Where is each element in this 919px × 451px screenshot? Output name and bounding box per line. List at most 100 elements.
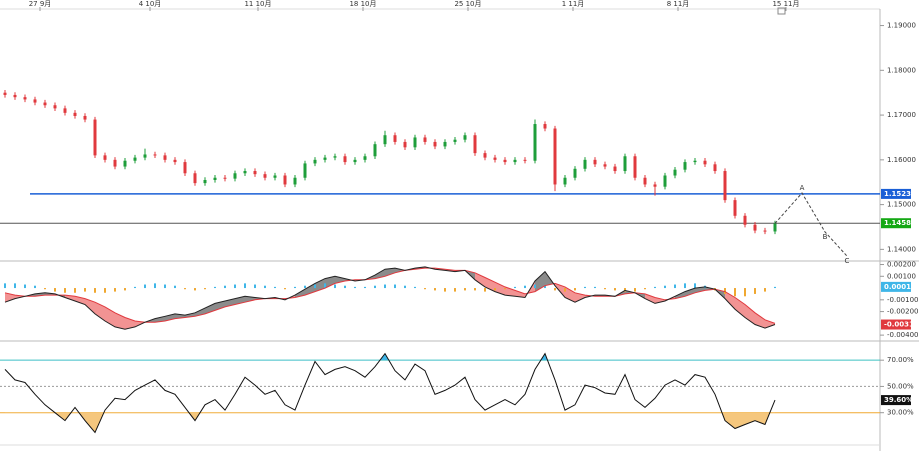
macd-fill <box>495 282 505 296</box>
histogram-bar <box>174 285 176 289</box>
histogram-bar <box>634 288 636 292</box>
rsi-tag: 39.60% <box>884 396 913 404</box>
histogram-bar <box>394 284 396 289</box>
histogram-bar <box>324 283 326 289</box>
candle-body <box>583 159 587 169</box>
candle-body <box>163 155 167 160</box>
candle-body <box>143 154 147 158</box>
x-tick-label: 25 10月 <box>454 0 481 8</box>
candle-body <box>103 155 107 160</box>
candle-body <box>443 141 447 147</box>
macd-fill <box>735 297 745 318</box>
candle-body <box>293 177 297 185</box>
macd-fill <box>515 290 525 298</box>
candle-body <box>763 230 767 232</box>
y-tick-label: 1.18000 <box>887 66 916 74</box>
candle-body <box>343 156 347 163</box>
histogram-bar <box>434 288 436 291</box>
y-tick-label: 70.00% <box>887 356 914 364</box>
candle-body <box>43 102 47 106</box>
candle-body <box>133 157 137 161</box>
candle-body <box>73 112 77 116</box>
histogram-bar <box>204 288 206 290</box>
histogram-bar <box>674 284 676 289</box>
y-tick-label: 50.00% <box>887 382 914 390</box>
macd-fill <box>5 292 15 303</box>
projection-label: A <box>800 184 805 192</box>
candle-body <box>83 115 87 120</box>
macd-fill <box>695 286 705 293</box>
histogram-bar <box>84 288 86 292</box>
candle-body <box>423 137 427 142</box>
histogram-bar <box>384 284 386 289</box>
candle-body <box>3 92 7 95</box>
level-tag: 1.14584 <box>884 219 916 227</box>
candle-body <box>363 156 367 160</box>
y-tick-label: 1.15000 <box>887 201 916 209</box>
histogram-bar <box>94 288 96 293</box>
macd-fill <box>395 268 405 273</box>
candle-body <box>153 154 157 156</box>
macd-fill <box>115 312 125 330</box>
x-tick-label: 4 10月 <box>139 0 162 8</box>
candle-body <box>403 141 407 148</box>
candle-body <box>413 137 417 148</box>
histogram-bar <box>764 288 766 292</box>
histogram-bar <box>524 285 526 289</box>
histogram-bar <box>374 285 376 289</box>
histogram-bar <box>234 284 236 289</box>
candle-body <box>173 159 177 163</box>
histogram-bar <box>414 286 416 289</box>
histogram-bar <box>274 286 276 289</box>
macd-fill <box>645 293 655 304</box>
candle-body <box>13 94 17 98</box>
candle-body <box>743 215 747 225</box>
candle-body <box>773 223 777 232</box>
candle-body <box>283 175 287 185</box>
candle-body <box>753 224 757 231</box>
candle-body <box>223 177 227 179</box>
histogram-tag: 0.0001 <box>884 283 911 291</box>
candle-body <box>543 124 547 129</box>
histogram-bar <box>354 286 356 289</box>
histogram-bar <box>614 288 616 291</box>
candle-body <box>203 179 207 184</box>
x-tick-label: 27 9月 <box>29 0 52 8</box>
histogram-bar <box>694 283 696 289</box>
candle-body <box>663 175 667 187</box>
histogram-bar <box>574 288 576 291</box>
histogram-bar <box>124 288 126 291</box>
macd-fill <box>315 278 325 292</box>
candle-body <box>213 177 217 180</box>
candle-body <box>513 159 517 163</box>
histogram-bar <box>344 285 346 289</box>
histogram-bar <box>214 286 216 289</box>
candle-body <box>273 175 277 178</box>
macd-fill <box>745 304 755 325</box>
candle-body <box>703 160 707 165</box>
histogram-bar <box>624 288 626 292</box>
macd-fill <box>245 296 255 303</box>
level-tag: 1.15239 <box>884 190 916 198</box>
y-tick-label: -0.00100 <box>887 296 918 304</box>
tool-icon[interactable] <box>777 7 786 15</box>
level-tag-box <box>881 218 911 229</box>
candle-body <box>63 108 67 113</box>
histogram-bar <box>654 286 656 289</box>
candle-body <box>113 159 117 167</box>
candle-body <box>193 173 197 184</box>
histogram-bar <box>284 288 286 290</box>
histogram-bar <box>74 288 76 293</box>
histogram-bar <box>454 288 456 292</box>
candle-body <box>523 159 527 161</box>
macd-fill <box>755 312 765 329</box>
y-tick-label: 0.00200 <box>887 261 916 269</box>
macd-fill <box>215 301 225 311</box>
macd-fill <box>685 288 695 297</box>
y-tick-label: 1.19000 <box>887 22 916 30</box>
candle-body <box>503 159 507 163</box>
candle-body <box>603 164 607 167</box>
macd-fill <box>655 297 665 304</box>
histogram-bar <box>264 285 266 289</box>
